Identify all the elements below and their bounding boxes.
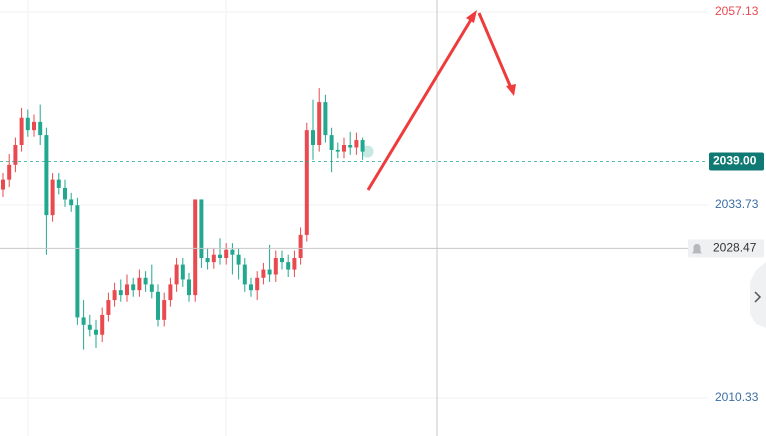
candle-body	[143, 277, 148, 285]
candle-body	[44, 135, 49, 216]
y-tick-label: 2010.33	[715, 390, 759, 404]
candle-body	[298, 234, 303, 259]
live-glow	[361, 145, 374, 158]
candle-body	[81, 317, 86, 325]
candle-body	[286, 262, 291, 270]
candle-body	[94, 329, 98, 335]
candles	[1, 88, 365, 350]
candle-body	[199, 199, 204, 259]
overlay: 2039.00 2028.47	[0, 145, 764, 258]
candle-body	[100, 314, 105, 335]
y-tick-label: 2057.13	[715, 4, 759, 18]
arrow-up	[366, 17, 474, 191]
candle-body	[335, 149, 340, 152]
candle-body	[75, 205, 80, 318]
crosshair-price-label: 2028.47	[713, 241, 757, 255]
candle-body	[19, 117, 24, 146]
candle-body	[63, 187, 67, 200]
candle-body	[230, 249, 235, 255]
candle-body	[348, 145, 353, 148]
last-price-label: 2039.00	[713, 154, 757, 168]
candle-body	[174, 264, 179, 285]
candle-body	[69, 199, 74, 206]
candle-body	[156, 291, 160, 320]
candle-body	[1, 179, 5, 190]
arrow-head	[506, 84, 516, 96]
candle-body	[267, 269, 272, 275]
candle-body	[32, 121, 36, 131]
bell-icon	[692, 243, 702, 254]
candle-body	[255, 277, 260, 291]
candle-body	[211, 254, 216, 263]
candle-body	[187, 279, 191, 296]
candle-body	[224, 249, 229, 259]
candle-body	[112, 290, 117, 301]
chevron-icon	[754, 291, 762, 303]
candle-body	[261, 269, 266, 278]
candle-body	[87, 324, 92, 330]
candle-body	[193, 199, 198, 296]
arrow-down	[477, 12, 513, 89]
candle-body	[149, 284, 154, 292]
candle-body	[162, 300, 167, 320]
candle-body	[131, 284, 136, 291]
candle-body	[360, 140, 365, 152]
candle-body	[317, 102, 322, 146]
candle-body	[273, 258, 278, 275]
candle-body	[218, 254, 222, 259]
candle-body	[311, 130, 315, 146]
candle-body	[242, 264, 247, 285]
candle-body	[249, 284, 253, 291]
candle-body	[168, 284, 173, 301]
candle-body	[56, 179, 61, 188]
candle-body	[106, 300, 111, 315]
candle-body	[25, 117, 30, 131]
candle-body	[205, 258, 210, 263]
candle-body	[13, 145, 18, 165]
y-tick-label: 2033.73	[715, 197, 759, 211]
arrow-head	[466, 10, 477, 23]
candle-body	[50, 179, 55, 216]
candle-body	[7, 164, 12, 180]
annotation-arrows	[366, 10, 516, 191]
candle-body	[38, 121, 43, 136]
crosshair-price-box	[688, 239, 764, 258]
grid	[0, 11, 708, 399]
last-price-box	[709, 152, 764, 171]
candle-body	[304, 130, 309, 235]
candle-body	[125, 284, 129, 296]
candle-body	[137, 277, 142, 291]
candle-body	[292, 258, 297, 270]
candle-body	[354, 140, 359, 148]
candle-body	[236, 254, 241, 265]
candle-body	[342, 145, 346, 152]
candle-body	[118, 290, 123, 296]
candle-body	[280, 258, 284, 263]
candle-body	[180, 264, 185, 280]
candle-body	[329, 135, 334, 150]
candle-body	[323, 102, 328, 136]
